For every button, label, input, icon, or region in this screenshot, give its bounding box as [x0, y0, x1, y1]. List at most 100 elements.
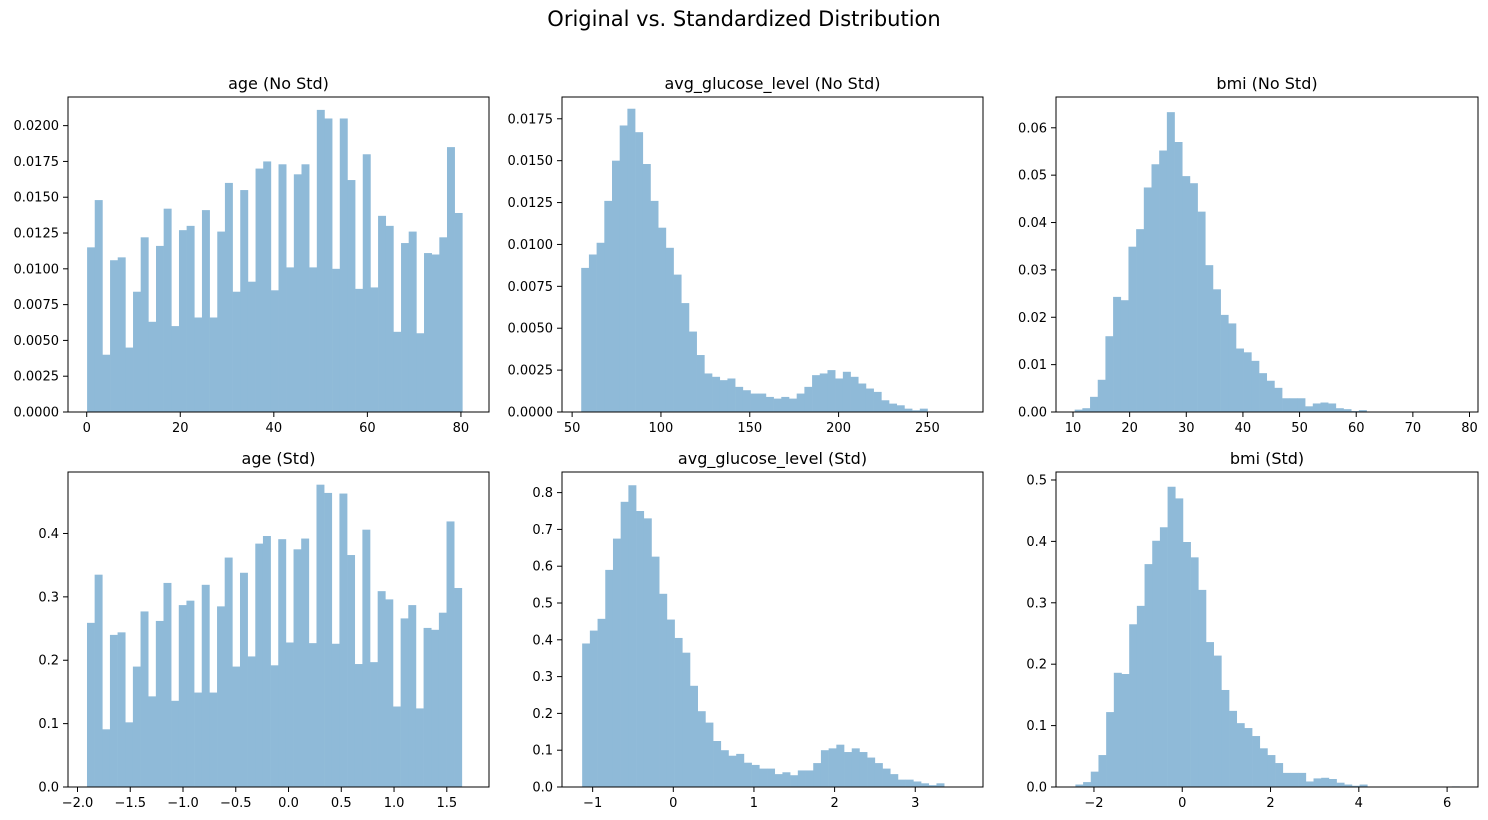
histogram-bar: [355, 288, 364, 412]
histogram-bar: [109, 634, 118, 787]
x-tick-label: 50: [564, 421, 581, 436]
x-tick-label: 40: [1235, 421, 1252, 436]
histogram-bar: [873, 391, 882, 412]
histogram-bar: [1321, 777, 1330, 787]
histogram-bar: [309, 267, 318, 412]
histogram-bar: [1075, 784, 1084, 787]
y-tick-label: 0.4: [38, 527, 59, 542]
subplot-title: bmi (No Std): [1216, 74, 1317, 93]
histogram-bar: [171, 700, 180, 787]
x-tick-label: 60: [359, 421, 376, 436]
y-tick-label: 0.0: [38, 781, 59, 796]
histogram-bar: [278, 164, 287, 412]
histogram-bar: [370, 287, 379, 412]
histogram-bar: [232, 291, 241, 412]
y-tick-label: 0.0175: [14, 155, 60, 170]
x-tick-label: 40: [266, 421, 283, 436]
x-tick-label: 1: [750, 796, 758, 811]
histogram-bar: [446, 147, 455, 413]
histogram-bar: [132, 666, 141, 787]
histogram-bar: [781, 396, 790, 412]
histogram-bar: [1083, 782, 1092, 787]
y-tick-label: 0.3: [532, 670, 553, 685]
axes-frame: [67, 96, 490, 413]
x-tick-label: 50: [1291, 421, 1308, 436]
histogram-bar: [148, 321, 157, 412]
histogram-bar: [102, 729, 111, 787]
histogram-bar: [659, 593, 668, 787]
histogram-bar: [728, 755, 737, 787]
histogram-bar: [1074, 409, 1083, 412]
histogram-bar: [674, 637, 683, 787]
histogram-bar: [1175, 498, 1184, 787]
histogram-bar: [385, 599, 394, 787]
x-tick-label: 1.5: [436, 796, 457, 811]
histogram-bar: [882, 768, 891, 787]
histogram-bar: [301, 164, 310, 412]
histogram-bar: [1244, 728, 1253, 787]
histogram-bar: [186, 225, 195, 412]
histogram-bar: [217, 231, 226, 412]
axes-frame: [561, 96, 984, 413]
histogram-bar: [224, 557, 233, 787]
y-tick-label: 0.05: [1018, 169, 1047, 184]
x-tick-label: 250: [915, 421, 940, 436]
axes-frame: [67, 471, 490, 788]
histogram-bar: [1320, 402, 1329, 412]
histogram-bar: [751, 764, 760, 787]
histogram-bar: [316, 484, 325, 787]
histogram-bar: [1267, 755, 1276, 787]
histogram-bar: [650, 200, 659, 412]
histogram-bar: [936, 783, 945, 787]
histogram-bar: [1235, 348, 1244, 412]
histogram-bar: [255, 543, 264, 787]
histogram-bar: [612, 538, 621, 787]
histogram-bar: [719, 380, 728, 412]
x-tick-label: −2.0: [62, 796, 94, 811]
histogram-bar: [767, 768, 776, 787]
y-tick-label: 0.0: [532, 781, 553, 796]
histogram-bar: [827, 370, 836, 412]
histogram-bar: [140, 237, 149, 412]
histogram-bar: [125, 347, 134, 412]
histogram-bar: [850, 376, 859, 412]
histogram-bar: [377, 591, 386, 787]
histogram-bar: [1220, 314, 1229, 412]
histogram-bar: [285, 642, 294, 787]
histogram-bar: [401, 243, 409, 412]
y-tick-label: 0.2: [38, 654, 59, 669]
histogram-bar: [1212, 289, 1221, 412]
histogram-bar: [354, 664, 363, 787]
histogram-bar: [201, 210, 210, 412]
x-tick-label: 0.5: [331, 796, 352, 811]
histogram-bar: [697, 711, 706, 787]
histogram-bar: [400, 618, 409, 787]
subplot-3: 10 20 30 40 50 60 70 80 0.00 0.01 0.02 0.03 0.04 0.05…: [1018, 74, 1479, 436]
x-tick-label: 150: [737, 421, 762, 436]
histogram-bar: [1328, 403, 1337, 412]
x-tick-label: 100: [649, 421, 674, 436]
histogram-bar: [347, 555, 356, 787]
y-tick-label: 0.0200: [14, 119, 60, 134]
x-tick-label: 80: [1461, 421, 1478, 436]
histogram-bar: [270, 665, 279, 787]
histogram-bar: [813, 763, 822, 787]
histogram-bar: [209, 692, 218, 787]
x-tick-label: 0: [1178, 796, 1186, 811]
histogram-bar: [1282, 398, 1291, 412]
histogram-bar: [1105, 336, 1114, 412]
histogram-bar: [928, 785, 937, 787]
y-tick-label: 0.0075: [14, 298, 60, 313]
histogram-bar: [316, 109, 325, 412]
histogram-bar: [1182, 542, 1191, 787]
histogram-bar: [446, 521, 455, 787]
histogram-bar: [1144, 564, 1153, 787]
histogram-bar: [851, 748, 860, 787]
histogram-bar: [1359, 784, 1368, 787]
histogram-bar: [155, 620, 164, 787]
histogram-bar: [392, 706, 401, 787]
histogram-bar: [1190, 557, 1199, 787]
histogram-bar: [1221, 689, 1230, 787]
histogram-bar: [688, 331, 697, 412]
histogram-bar: [689, 685, 698, 787]
